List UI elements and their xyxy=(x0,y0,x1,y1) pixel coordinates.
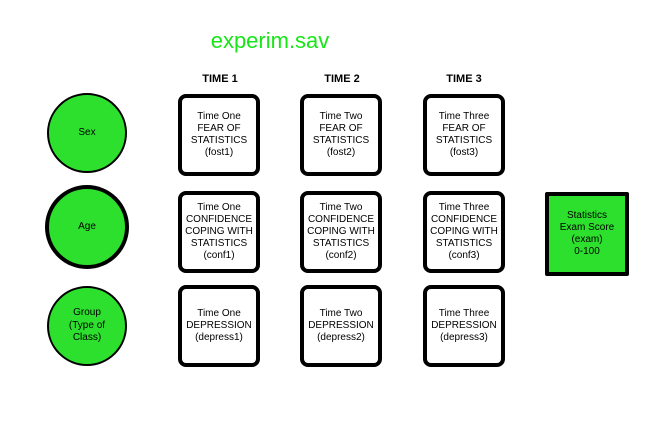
variable-circle-sex: Sex xyxy=(47,93,127,173)
variable-box-exam: Statistics Exam Score (exam) 0-100 xyxy=(545,192,629,276)
variable-circle-sex-label: Sex xyxy=(78,126,96,138)
column-header-time-3: TIME 3 xyxy=(446,73,482,85)
column-header-time-1: TIME 1 xyxy=(202,73,238,85)
variable-box-depress3: Time Three DEPRESSION (depress3) xyxy=(423,285,505,367)
variable-box-conf1: Time One CONFIDENCE COPING WITH STATISTI… xyxy=(178,191,260,273)
variable-box-depress2: Time Two DEPRESSION (depress2) xyxy=(300,285,382,367)
variable-box-depress1: Time One DEPRESSION (depress1) xyxy=(178,285,260,367)
variable-box-fost2: Time Two FEAR OF STATISTICS (fost2) xyxy=(300,94,382,176)
variable-circle-age-label: Age xyxy=(78,220,96,232)
variable-box-fost3: Time Three FEAR OF STATISTICS (fost3) xyxy=(423,94,505,176)
variable-circle-group-label: Group (Type of Class) xyxy=(68,307,106,344)
variable-circle-age: Age xyxy=(45,185,129,269)
column-header-time-2: TIME 2 xyxy=(324,73,360,85)
page-title: experim.sav xyxy=(210,28,330,53)
variable-box-fost1: Time One FEAR OF STATISTICS (fost1) xyxy=(178,94,260,176)
variable-box-conf2: Time Two CONFIDENCE COPING WITH STATISTI… xyxy=(300,191,382,273)
variable-circle-group: Group (Type of Class) xyxy=(47,286,127,366)
variable-box-conf3: Time Three CONFIDENCE COPING WITH STATIS… xyxy=(423,191,505,273)
